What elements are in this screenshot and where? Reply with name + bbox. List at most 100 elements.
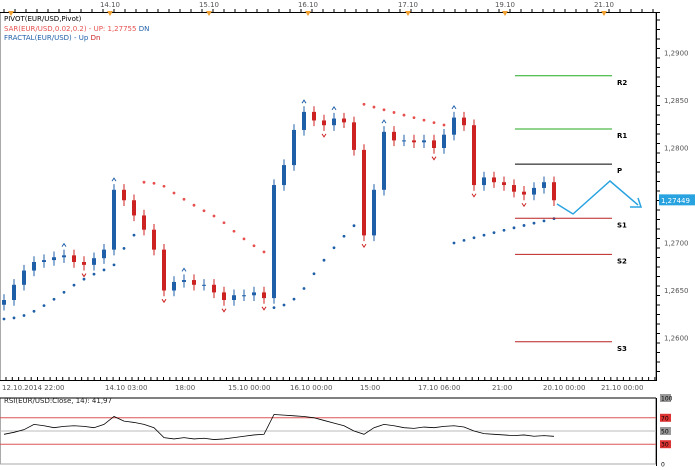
sar-dot	[472, 236, 476, 240]
fractal-up-icon	[61, 242, 67, 247]
time-label: 17.10 06:00	[418, 384, 460, 392]
candle-body	[432, 140, 436, 148]
fractal-up-icon	[331, 105, 337, 111]
fractal-down-icon	[471, 193, 477, 198]
sar-dot	[442, 123, 446, 127]
fractal-up-icon	[451, 104, 457, 110]
time-label: 20.10 00:00	[543, 384, 585, 392]
pivot-label: P	[617, 167, 622, 175]
candle-body	[492, 177, 496, 183]
sar-dot	[72, 283, 76, 287]
candle-body	[332, 118, 336, 126]
fractal-down-icon	[361, 243, 367, 249]
sar-dot	[142, 180, 146, 184]
sar-dot	[432, 121, 436, 124]
sar-dot	[22, 314, 26, 317]
date-marker-icon	[206, 11, 212, 16]
candle-body	[132, 200, 136, 216]
candle-body	[372, 189, 376, 236]
candle-body	[262, 292, 266, 299]
rsi-level-badge	[660, 413, 671, 422]
sar-dot	[362, 102, 366, 106]
sar-dot	[2, 317, 6, 321]
candle-body	[552, 182, 556, 201]
price-tick-label: 1,2900	[664, 50, 689, 58]
fractal-down-icon	[81, 273, 87, 278]
time-label: 15.10 00:00	[228, 384, 270, 392]
candle-body	[2, 300, 6, 305]
candle-body	[522, 191, 526, 195]
rsi-level-label: 30	[661, 442, 669, 449]
sar-dot	[172, 191, 176, 195]
candle-body	[472, 125, 476, 186]
pivot-label: S1	[617, 221, 627, 229]
sar-dot	[132, 233, 136, 237]
time-label: 12.10.2014 22:00	[2, 384, 64, 392]
last-price-label: 1,27449	[661, 197, 690, 205]
sar-dot	[322, 258, 326, 262]
rsi-level-label: 70	[661, 415, 669, 422]
candle-body	[422, 140, 426, 143]
candle-body	[22, 270, 26, 285]
candle-body	[92, 258, 96, 265]
sar-dot	[32, 309, 36, 313]
candle-body	[542, 182, 546, 188]
forecast-arrow	[556, 180, 639, 215]
candle-body	[82, 262, 86, 265]
rsi-line	[3, 414, 555, 440]
sar-dot	[462, 238, 466, 242]
fractal-down-icon	[431, 156, 437, 161]
sar-dot	[382, 108, 386, 112]
rsi-level-label: 0	[661, 462, 665, 469]
plot-frame	[0, 12, 656, 381]
sar-dot	[312, 272, 316, 276]
sar-dot	[522, 224, 526, 227]
sar-dot	[392, 111, 396, 114]
sar-dot	[502, 228, 506, 232]
top-date-label: 17.10	[398, 1, 418, 9]
sar-dot	[102, 268, 106, 272]
rsi-level-badge	[660, 427, 671, 435]
candle-body	[442, 134, 446, 148]
rsi-level-badge	[660, 460, 671, 468]
price-tick-label: 1,2700	[664, 240, 689, 248]
rsi-level-badge	[660, 440, 671, 449]
legend-fractal-name: FRACTAL(EUR/USD) -	[4, 34, 77, 42]
sar-dot	[302, 287, 306, 290]
sar-dot	[192, 203, 196, 207]
sar-dot	[122, 246, 126, 250]
sar-dot	[342, 234, 346, 238]
candle-body	[172, 281, 176, 291]
legend-fractal-up: Up	[78, 34, 89, 42]
candle-body	[342, 118, 346, 123]
candle-body	[12, 284, 16, 300]
candle-body	[102, 249, 106, 259]
fractal-down-icon	[221, 308, 227, 313]
sar-dot	[292, 297, 296, 301]
top-date-label: 16.10	[298, 1, 318, 9]
candle-body	[512, 185, 516, 192]
pivot-label: R2	[617, 79, 627, 87]
legend-sar-dn: DN	[138, 25, 150, 33]
candle-body	[192, 280, 196, 285]
legend-sar-up: UP: 1,27755	[93, 25, 137, 33]
candle-body	[272, 185, 276, 299]
date-marker-icon	[305, 11, 311, 16]
sar-dot	[452, 241, 456, 245]
sar-dot	[152, 181, 156, 185]
last-price-badge	[659, 194, 695, 206]
sar-dot	[332, 246, 336, 250]
candle-body	[62, 255, 66, 258]
sar-dot	[492, 231, 496, 235]
fractal-up-icon	[111, 177, 117, 182]
top-date-label: 19.10	[495, 1, 515, 9]
rsi-level-badge	[660, 394, 671, 402]
top-date-label: 21.10	[594, 1, 614, 9]
candle-body	[532, 187, 536, 195]
sar-dot	[82, 277, 86, 281]
candle-body	[32, 262, 36, 271]
pivot-label: S2	[617, 257, 627, 265]
candle-body	[122, 189, 126, 201]
